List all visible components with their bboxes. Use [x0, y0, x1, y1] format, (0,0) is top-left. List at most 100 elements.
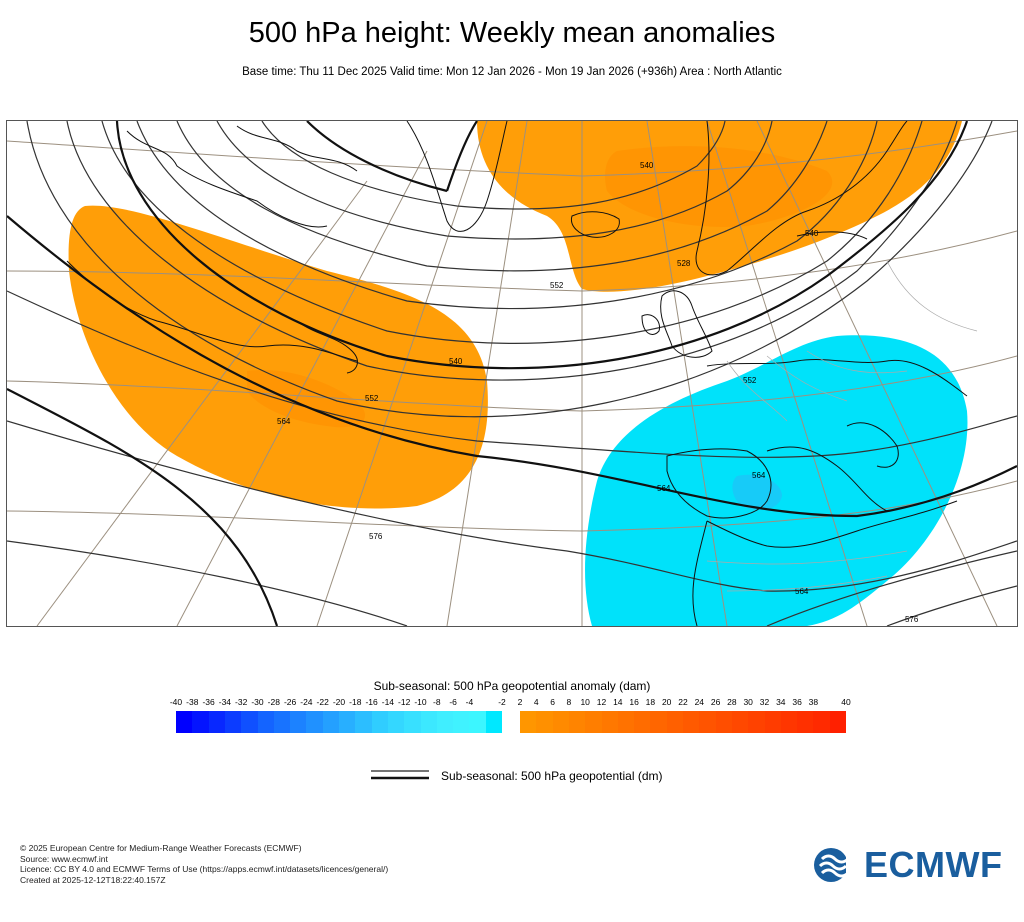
colorbar-cell-positive — [813, 711, 831, 733]
colorbar-tick-label: -4 — [465, 697, 474, 707]
colorbar-tick-label: -32 — [235, 697, 248, 707]
footer-line: Source: www.ecmwf.int — [20, 853, 108, 864]
colorbar-tick-label: 34 — [776, 697, 786, 707]
colorbar-cell-positive — [797, 711, 814, 733]
positive-anomaly-core-north — [605, 146, 833, 227]
ecmwf-logo-icon — [814, 848, 860, 882]
colorbar-tick-label: -38 — [186, 697, 199, 707]
colorbar-cell-negative — [420, 711, 438, 733]
colorbar-tick-label: -30 — [251, 697, 264, 707]
map-panel: 540 552 564 564 552 576 576 564 552 540 … — [6, 120, 1018, 627]
legend-line-symbol — [371, 770, 429, 780]
colorbar-cell-negative — [273, 711, 291, 733]
colorbar-cell-positive — [536, 711, 554, 733]
contour-label: 540 — [449, 357, 463, 366]
colorbar-cell-negative — [192, 711, 210, 733]
colorbar-tick-label: -28 — [267, 697, 280, 707]
colorbar-cell-negative — [485, 711, 503, 733]
colorbar-tick-label: 2 — [517, 697, 523, 707]
colorbar-tick-label: 10 — [580, 697, 590, 707]
contour-label: 576 — [369, 532, 383, 541]
colorbar-tick-label: -10 — [414, 697, 427, 707]
contour-label: 552 — [743, 376, 757, 385]
colorbar-tick-label: -12 — [398, 697, 411, 707]
colorbar-cell-negative — [453, 711, 470, 733]
graticule — [7, 121, 1017, 626]
colorbar-tick-label: 6 — [550, 697, 555, 707]
positive-anomaly-west — [68, 205, 488, 509]
colorbar — [0, 711, 1024, 733]
colorbar-cell-positive — [617, 711, 635, 733]
colorbar-tick-label: 14 — [613, 697, 623, 707]
footer-line: Licence: CC BY 4.0 and ECMWF Terms of Us… — [20, 864, 389, 874]
colorbar-cell-positive — [699, 711, 717, 733]
colorbar-tick-label: 8 — [566, 697, 572, 707]
colorbar-cell-negative — [404, 711, 421, 733]
colorbar-cell-positive — [780, 711, 798, 733]
footer-line: © 2025 European Centre for Medium-Range … — [20, 843, 302, 853]
colorbar-cell-positive — [601, 711, 619, 733]
colorbar-tick-label: 36 — [792, 697, 802, 707]
country-borders — [706, 260, 978, 592]
ecmwf-logo-text: ECMWF — [864, 844, 1003, 885]
colorbar-cell-negative — [436, 711, 454, 733]
colorbar-cell-negative — [469, 711, 487, 733]
contour-label: 564 — [752, 471, 766, 480]
contour-label: 564 — [795, 587, 809, 596]
colorbar-cell-negative — [224, 711, 242, 733]
contour-label: 528 — [677, 259, 691, 268]
colorbar-cell-negative — [339, 711, 356, 733]
footer-line: Created at 2025-12-12T18:22:40.157Z — [20, 874, 166, 885]
colorbar-tick-label: -22 — [316, 697, 329, 707]
colorbar-tick-label: -16 — [365, 697, 378, 707]
map-canvas: 540 552 564 564 552 576 576 564 552 540 … — [7, 121, 1017, 626]
colorbar-tick-label: 28 — [727, 697, 737, 707]
colorbar-cell-negative — [208, 711, 226, 733]
colorbar-cell-positive — [748, 711, 765, 733]
colorbar-tick-label: 12 — [596, 697, 607, 707]
colorbar-tick-label: 4 — [533, 697, 539, 707]
colorbar-cell-positive — [829, 711, 847, 733]
colorbar-ticks: -40 -38 -36 -34 -32 -30 -28 -26 -24 -22 -20 -18 -16-… — [0, 697, 1024, 709]
colorbar-tick-label: 26 — [710, 697, 721, 707]
colorbar-cell-negative — [257, 711, 275, 733]
colorbar-cell-positive — [764, 711, 782, 733]
legend: Sub-seasonal: 500 hPa geopotential (dm) — [371, 768, 771, 784]
geopotential-contours — [7, 121, 1017, 626]
colorbar-cell-positive — [715, 711, 733, 733]
contour-label: 576 — [905, 615, 919, 624]
colorbar-cell-positive — [666, 711, 684, 733]
colorbar-tick-label: 18 — [645, 697, 656, 707]
contour-label: 564 — [277, 417, 291, 426]
colorbar-cell-positive — [585, 711, 602, 733]
colorbar-tick-label: -18 — [349, 697, 362, 707]
colorbar-cell-positive — [568, 711, 586, 733]
colorbar-cell-positive — [731, 711, 749, 733]
colorbar-cell-negative — [387, 711, 405, 733]
colorbar-cell-positive — [683, 711, 700, 733]
colorbar-tick-label: -36 — [202, 697, 215, 707]
colorbar-tick-label: 24 — [694, 697, 705, 707]
colorbar-tick-label: 16 — [629, 697, 639, 707]
colorbar-cell-positive — [520, 711, 537, 733]
colorbar-tick-label: -40 — [169, 697, 183, 707]
colorbar-tick-label: -34 — [218, 697, 232, 707]
colorbar-cell-negative — [355, 711, 373, 733]
colorbar-tick-label: 20 — [661, 697, 672, 707]
colorbar-tick-label: 40 — [841, 697, 851, 707]
contour-label: 552 — [550, 281, 564, 290]
colorbar-cell-negative — [241, 711, 258, 733]
colorbar-tick-label: -24 — [300, 697, 313, 707]
colorbar-cell-positive — [552, 711, 570, 733]
geopotential-contours-bold — [7, 121, 1017, 626]
negative-anomaly — [585, 335, 968, 626]
footer: © 2025 European Centre for Medium-Range … — [20, 843, 388, 885]
colorbar-cell-negative — [176, 711, 193, 733]
chart-title: 500 hPa height: Weekly mean anomalies — [248, 17, 776, 49]
colorbar-tick-label: -8 — [433, 697, 441, 707]
contour-label: 564 — [657, 484, 671, 493]
colorbar-cell-negative — [371, 711, 389, 733]
negative-anomaly-core — [732, 474, 782, 510]
positive-anomaly-core-west — [247, 370, 366, 428]
colorbar-tick-label: -20 — [332, 697, 346, 707]
